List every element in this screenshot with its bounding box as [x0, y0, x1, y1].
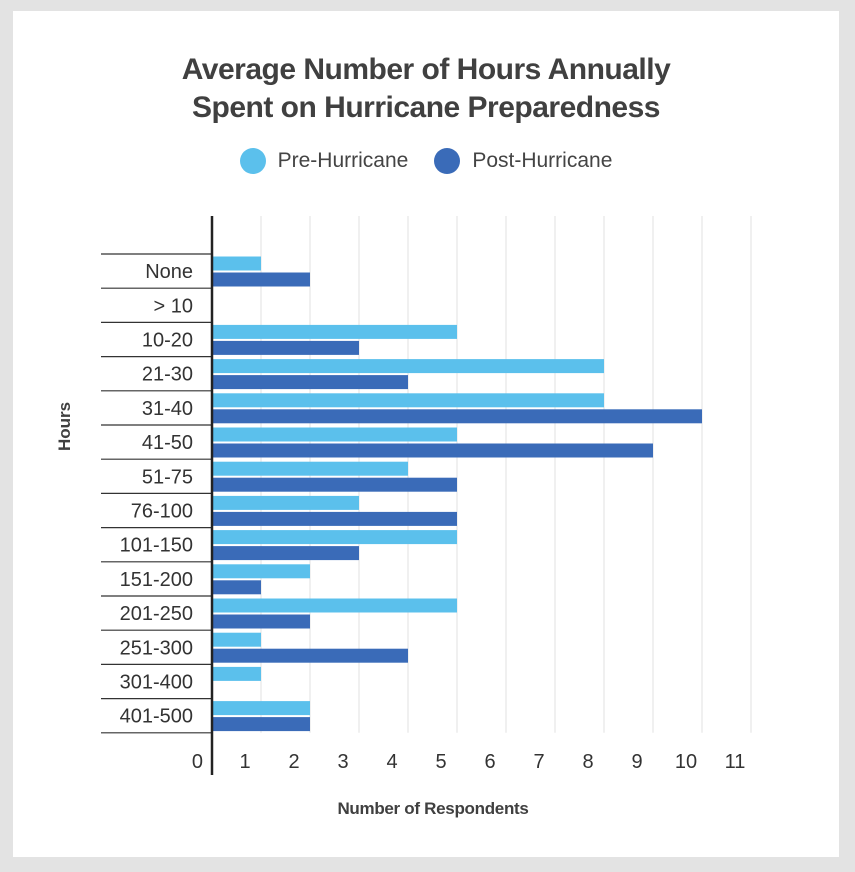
- x-tick-label: 10: [675, 751, 697, 773]
- legend-item-pre: Pre-Hurricane: [239, 148, 409, 174]
- x-tick-label: 11: [725, 751, 746, 773]
- chart-plot: None > 10 10-20 21-30 31-40 41-50 51-75 76-100 1…: [101, 216, 752, 775]
- bar-pre-3: [212, 359, 604, 374]
- x-tick-label: 6: [484, 751, 495, 773]
- legend-label-post: Post-Hurricane: [472, 149, 613, 172]
- bar-pre-5: [212, 427, 457, 442]
- bar-post-13: [212, 717, 310, 732]
- legend-swatch-pre: [239, 148, 266, 174]
- y-tick-label: 401-500: [120, 706, 193, 728]
- bar-post-11: [212, 648, 408, 663]
- bar-pre-2: [212, 324, 457, 339]
- y-tick-label: 151-200: [120, 569, 193, 591]
- bar-pre-10: [212, 598, 457, 613]
- chart-card: Average Number of Hours Annually Spent o…: [13, 11, 839, 857]
- y-tick-label: > 10: [154, 295, 193, 317]
- y-tick-label: None: [145, 261, 193, 283]
- bar-post-4: [212, 409, 702, 424]
- y-tick-label: 251-300: [120, 637, 193, 659]
- bar-post-5: [212, 443, 653, 458]
- bar-pre-11: [212, 632, 261, 647]
- x-tick-label: 8: [582, 751, 593, 773]
- x-tick-label: 7: [533, 751, 544, 773]
- bar-post-7: [212, 511, 457, 526]
- bar-pre-12: [212, 666, 261, 681]
- bar-pre-13: [212, 701, 310, 716]
- bar-post-0: [212, 272, 310, 287]
- bar-pre-6: [212, 461, 408, 476]
- bar-pre-9: [212, 564, 310, 579]
- x-tick-label: 4: [386, 751, 397, 773]
- y-tick-label: 301-400: [120, 672, 193, 694]
- x-tick-label: 1: [239, 751, 250, 773]
- legend-item-post: Post-Hurricane: [434, 148, 612, 174]
- bar-post-3: [212, 375, 408, 390]
- legend: Pre-Hurricane Post-Hurricane: [13, 148, 839, 174]
- y-tick-label: 31-40: [142, 398, 193, 420]
- y-axis-label: Hours: [55, 401, 74, 451]
- x-axis-label: Number of Respondents: [337, 799, 529, 818]
- y-tick-label: 10-20: [142, 330, 193, 352]
- y-tick-label: 101-150: [120, 535, 193, 557]
- x-tick-label: 0: [192, 751, 203, 773]
- chart-title: Average Number of Hours Annually Spent o…: [13, 51, 839, 127]
- x-tick-label: 3: [337, 751, 348, 773]
- bar-post-9: [212, 580, 261, 595]
- bar-pre-0: [212, 256, 261, 271]
- legend-label-pre: Pre-Hurricane: [277, 149, 409, 172]
- y-tick-label: 21-30: [142, 364, 193, 386]
- y-tick-label: 201-250: [120, 603, 193, 625]
- bar-pre-7: [212, 495, 359, 510]
- x-tick-label: 2: [288, 751, 299, 773]
- bar-post-6: [212, 477, 457, 492]
- y-tick-label: 76-100: [131, 501, 193, 523]
- bar-post-2: [212, 340, 359, 355]
- x-tick-label: 5: [435, 751, 446, 773]
- chart-title-line-1: Average Number of Hours Annually: [181, 53, 671, 86]
- bar-pre-8: [212, 530, 457, 545]
- y-tick-label: 51-75: [142, 466, 193, 488]
- bar-post-10: [212, 614, 310, 629]
- y-tick-label: 41-50: [142, 432, 193, 454]
- chart-title-line-2: Spent on Hurricane Preparedness: [192, 91, 661, 124]
- bar-pre-4: [212, 393, 604, 408]
- x-tick-label: 9: [631, 751, 642, 773]
- legend-swatch-post: [434, 148, 461, 174]
- bar-post-8: [212, 546, 359, 561]
